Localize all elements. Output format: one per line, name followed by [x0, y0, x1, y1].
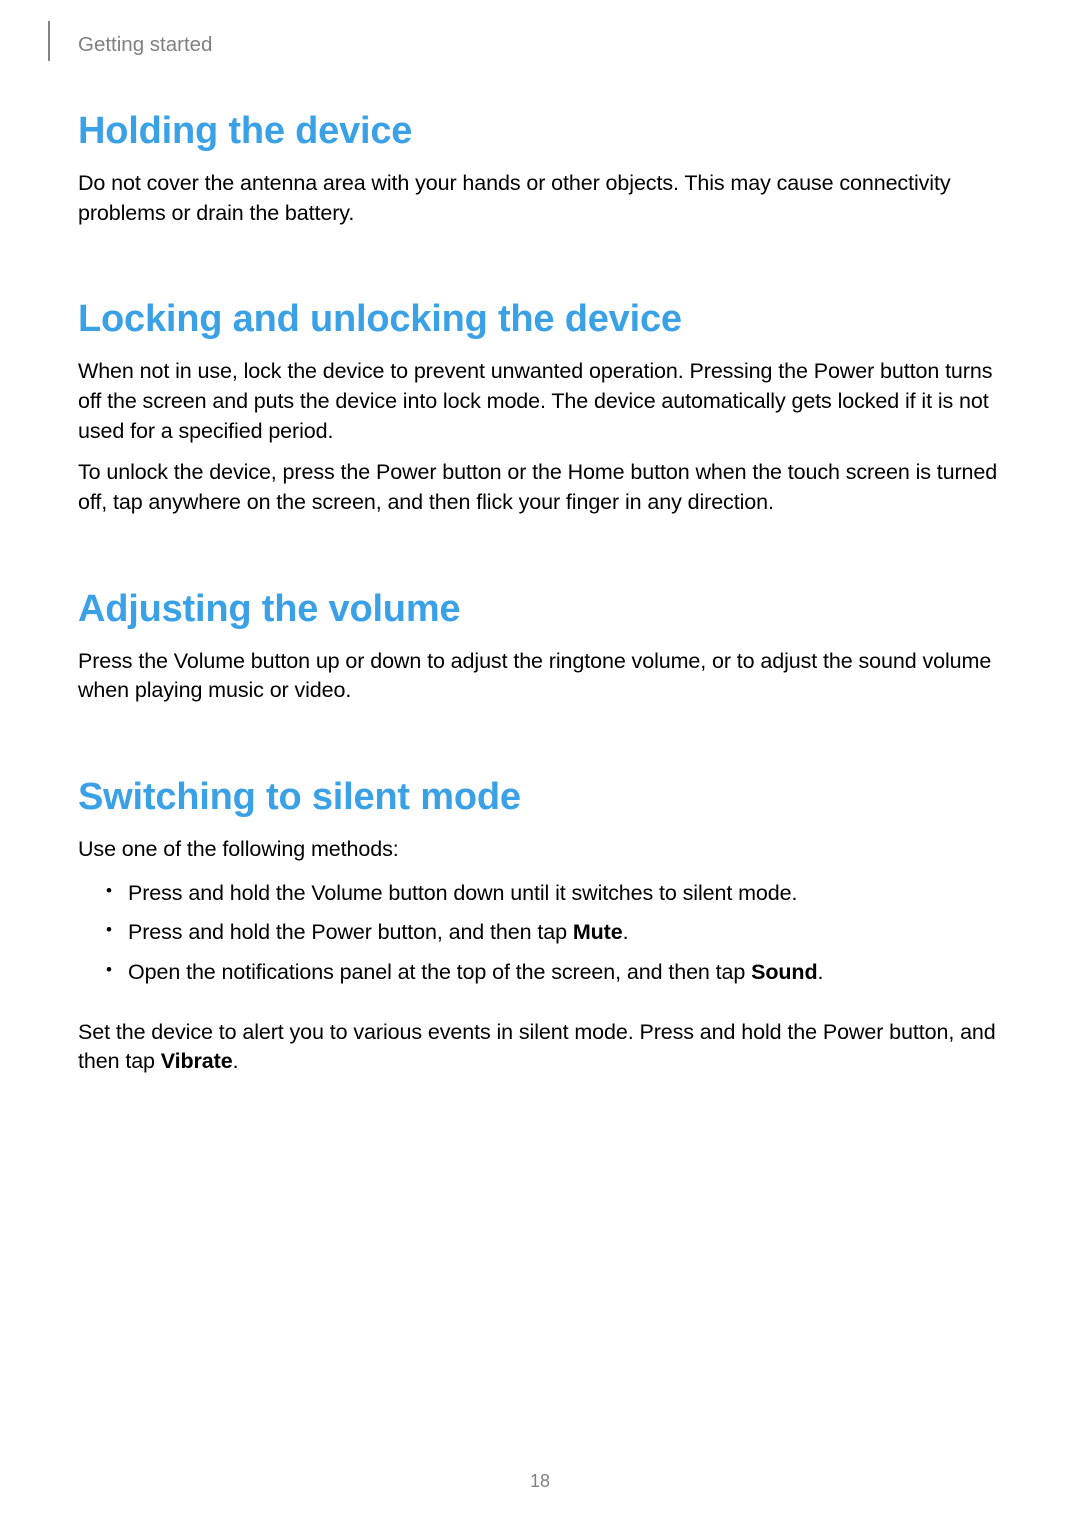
bullet-text-bold: Mute	[573, 920, 623, 944]
footer-bold: Vibrate	[161, 1049, 233, 1073]
list-item: Press and hold the Power button, and the…	[106, 918, 1002, 948]
body-silent-footer: Set the device to alert you to various e…	[78, 1018, 1002, 1077]
breadcrumb: Getting started	[78, 33, 212, 57]
list-item: Open the notifications panel at the top …	[106, 958, 1002, 988]
heading-adjusting-volume: Adjusting the volume	[78, 588, 1002, 631]
bullet-text-pre: Press and hold the Power button, and the…	[128, 920, 573, 944]
bullet-text-post: .	[818, 960, 824, 984]
bullet-text-pre: Open the notifications panel at the top …	[128, 960, 751, 984]
silent-mode-list: Press and hold the Volume button down un…	[78, 879, 1002, 988]
bullet-text: Press and hold the Volume button down un…	[128, 881, 797, 905]
body-locking-1: When not in use, lock the device to prev…	[78, 357, 1002, 446]
body-locking-2: To unlock the device, press the Power bu…	[78, 458, 1002, 517]
footer-post: .	[233, 1049, 239, 1073]
heading-locking-unlocking: Locking and unlocking the device	[78, 298, 1002, 341]
bullet-text-post: .	[623, 920, 629, 944]
list-item: Press and hold the Volume button down un…	[106, 879, 1002, 909]
header-rule	[48, 21, 50, 61]
heading-silent-mode: Switching to silent mode	[78, 776, 1002, 819]
page-content: Holding the device Do not cover the ante…	[78, 110, 1002, 1077]
body-silent-intro: Use one of the following methods:	[78, 835, 1002, 865]
heading-holding-device: Holding the device	[78, 110, 1002, 153]
page-number: 18	[530, 1471, 550, 1492]
bullet-text-bold: Sound	[751, 960, 817, 984]
body-holding-device: Do not cover the antenna area with your …	[78, 169, 1002, 228]
body-adjusting-volume: Press the Volume button up or down to ad…	[78, 647, 1002, 706]
